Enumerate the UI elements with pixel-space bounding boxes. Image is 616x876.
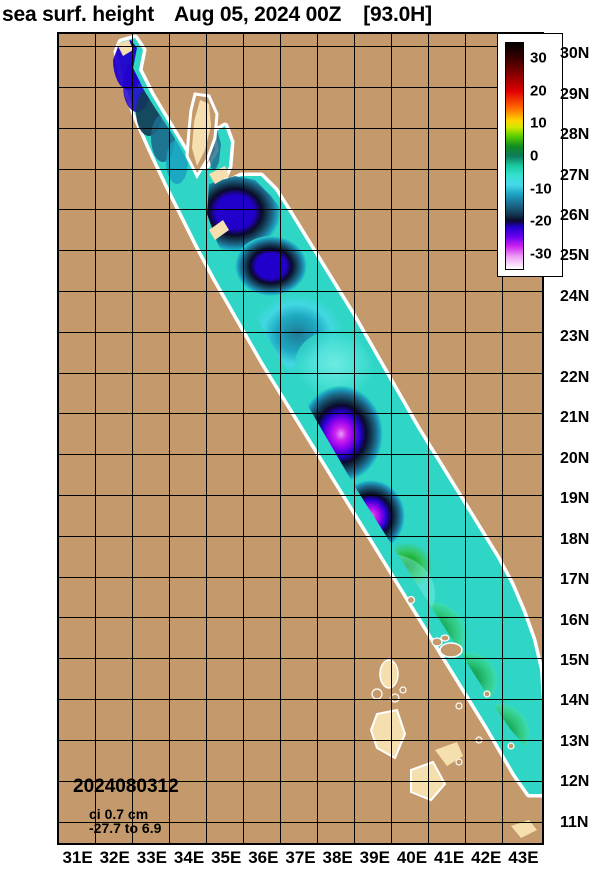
x-tick-33E: 33E (136, 848, 167, 867)
y-tick-24N: 24N (560, 287, 590, 305)
y-tick-26N: 26N (560, 207, 590, 225)
x-tick-31E: 31E (62, 848, 93, 867)
colorbar-tick-0: 0 (530, 147, 539, 165)
y-tick-17N: 17N (560, 571, 590, 589)
page-title: sea surf. height Aug 05, 2024 00Z [93.0H… (0, 0, 616, 30)
y-tick-18N: 18N (560, 530, 590, 548)
title-date: Aug 05, 2024 00Z (174, 3, 342, 26)
southern-sand-coast (369, 708, 407, 760)
colorbar-legend[interactable]: 30 20 10 0 -10 -20 -30 (497, 33, 563, 277)
map-plot-area[interactable]: 2024080312 ci 0.7 cm -27.7 to 6.9 (57, 32, 544, 845)
x-tick-35E: 35E (211, 848, 242, 867)
y-tick-27N: 27N (560, 166, 590, 184)
x-tick-36E: 36E (248, 848, 279, 867)
farasan-islands (371, 659, 407, 703)
x-tick-43E: 43E (508, 848, 539, 867)
y-tick-25N: 25N (560, 247, 590, 265)
colorbar-gradient (505, 42, 524, 270)
value-range-text: -27.7 to 6.9 (89, 820, 162, 836)
x-tick-40E: 40E (396, 848, 428, 867)
y-tick-14N: 14N (560, 692, 590, 710)
colorbar-tick-labels: 30 20 10 0 -10 -20 -30 (528, 34, 562, 278)
title-variable: sea surf. height (2, 3, 155, 26)
y-tick-15N: 15N (560, 651, 590, 669)
sea-surface-height-field (59, 34, 542, 843)
colorbar-tick-30: 30 (530, 49, 547, 67)
colorbar-tick--30: -30 (530, 245, 552, 263)
colorbar-tick--10: -10 (530, 180, 552, 198)
y-tick-28N: 28N (560, 126, 590, 144)
title-forecast-tag: [93.0H] (363, 3, 432, 26)
colorbar-tick--20: -20 (530, 212, 552, 230)
x-tick-37E: 37E (285, 848, 316, 867)
y-tick-29N: 29N (560, 85, 590, 103)
y-tick-22N: 22N (560, 368, 590, 386)
contour-info: ci 0.7 cm -27.7 to 6.9 (89, 807, 161, 835)
y-tick-12N: 12N (560, 773, 590, 791)
x-tick-34E: 34E (173, 848, 205, 867)
contour-interval-text: ci 0.7 cm (89, 806, 149, 822)
date-stamp: 2024080312 (73, 776, 179, 797)
y-tick-30N: 30N (560, 45, 590, 63)
x-tick-38E: 38E (322, 848, 353, 867)
x-tick-41E: 41E (433, 848, 465, 867)
x-tick-39E: 39E (359, 848, 390, 867)
y-tick-21N: 21N (560, 409, 590, 427)
x-tick-42E: 42E (471, 848, 502, 867)
y-tick-16N: 16N (560, 611, 590, 629)
y-tick-19N: 19N (560, 490, 590, 508)
dahlak-islands (431, 634, 463, 658)
y-tick-23N: 23N (560, 328, 590, 346)
x-axis-labels: 31E 32E 33E 34E 35E 36E 37E 38E 39E 40E 41E 42E 43E (57, 848, 544, 874)
colorbar-tick-10: 10 (530, 114, 547, 132)
eddy-26n (235, 236, 307, 296)
colorbar-tick-20: 20 (530, 82, 547, 100)
y-tick-11N: 11N (560, 813, 589, 831)
y-tick-13N: 13N (560, 732, 590, 750)
y-axis-labels: 30N 29N 28N 27N 26N 25N 24N 23N 22N 21N 20N 19N 18N 1… (560, 32, 616, 852)
y-tick-20N: 20N (560, 449, 590, 467)
x-tick-32E: 32E (99, 848, 130, 867)
